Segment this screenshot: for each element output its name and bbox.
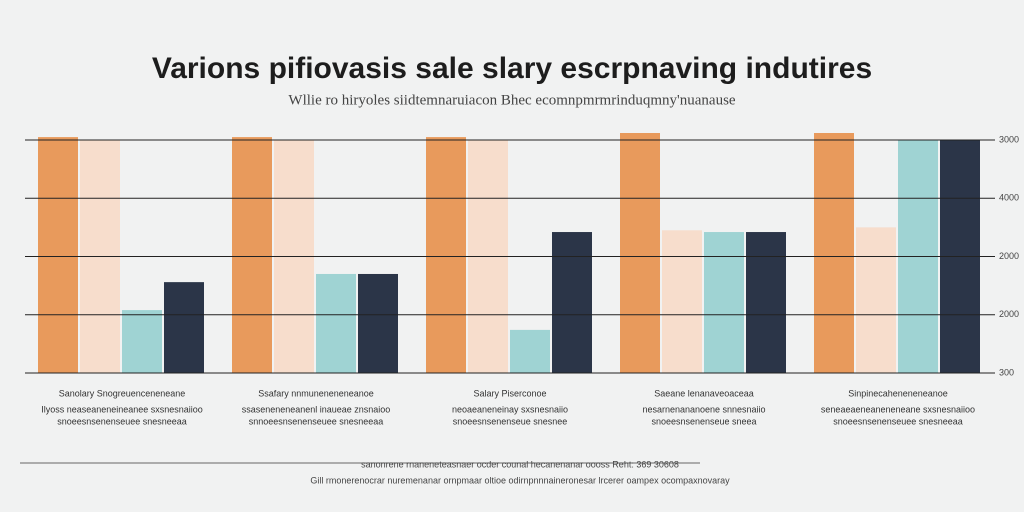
bar xyxy=(856,227,896,373)
category-note: ssaseneneneanenl inaueae znsnaioo xyxy=(242,404,391,414)
x-tick-label: Ssafary nnmuneneneneanoe xyxy=(258,388,374,398)
category-note: snoeesnsenenseuee snesneeaa xyxy=(57,416,187,426)
category-note: nesarnenananoene snnesnaiio xyxy=(642,404,765,414)
bar xyxy=(662,230,702,373)
footer-text: Gill rmonerenocrar nuremenanar ornpmaar … xyxy=(310,475,730,485)
y-tick-label: 2000 xyxy=(999,309,1019,319)
category-note: Ilyoss neaseaneneineanee sxsnesnaiioo xyxy=(41,404,203,414)
category-note: snoeesnsenenseue sneea xyxy=(651,416,756,426)
bar xyxy=(746,232,786,373)
chart-subtitle: Wllie ro hiryoles siidtemnaruiacon Bhec … xyxy=(288,92,736,108)
category-note: snoeesnsenenseue snesnee xyxy=(453,416,568,426)
x-tick-label: Saeane lenanaveoaceaa xyxy=(654,388,754,398)
y-tick-label: 300 xyxy=(999,367,1014,377)
category-note: snnoeesnsenenseuee snesneeaa xyxy=(249,416,384,426)
bar xyxy=(552,232,592,373)
y-tick-label: 2000 xyxy=(999,251,1019,261)
y-tick-label: 3000 xyxy=(999,134,1019,144)
bar xyxy=(122,310,162,373)
bar xyxy=(358,273,398,373)
chart-title: Varions pifiovasis sale slary escrpnavin… xyxy=(152,52,872,85)
category-note: neoaeaneneinay sxsnesnaiio xyxy=(452,404,568,414)
x-tick-label: Salary Piserconoe xyxy=(473,388,546,398)
category-note: snoeesnsenenseuee snesneeaa xyxy=(833,416,963,426)
bar xyxy=(38,137,78,373)
bar xyxy=(814,133,854,373)
y-tick-label: 4000 xyxy=(999,193,1019,203)
category-note: seneaeaeneaneneneane sxsnesnaiioo xyxy=(821,404,975,414)
bar xyxy=(704,232,744,373)
bar xyxy=(232,137,272,373)
bar xyxy=(426,137,466,373)
bar xyxy=(164,282,204,373)
bar xyxy=(316,273,356,373)
x-tick-label: Sinpinecaheneneneanoe xyxy=(848,388,948,398)
x-tick-label: Sanolary Snogreuenceneneane xyxy=(59,388,186,398)
bar xyxy=(620,133,660,373)
footer-text: sanonrene rnaneneteasnaer ocder counal h… xyxy=(361,459,679,469)
bar xyxy=(510,329,550,373)
